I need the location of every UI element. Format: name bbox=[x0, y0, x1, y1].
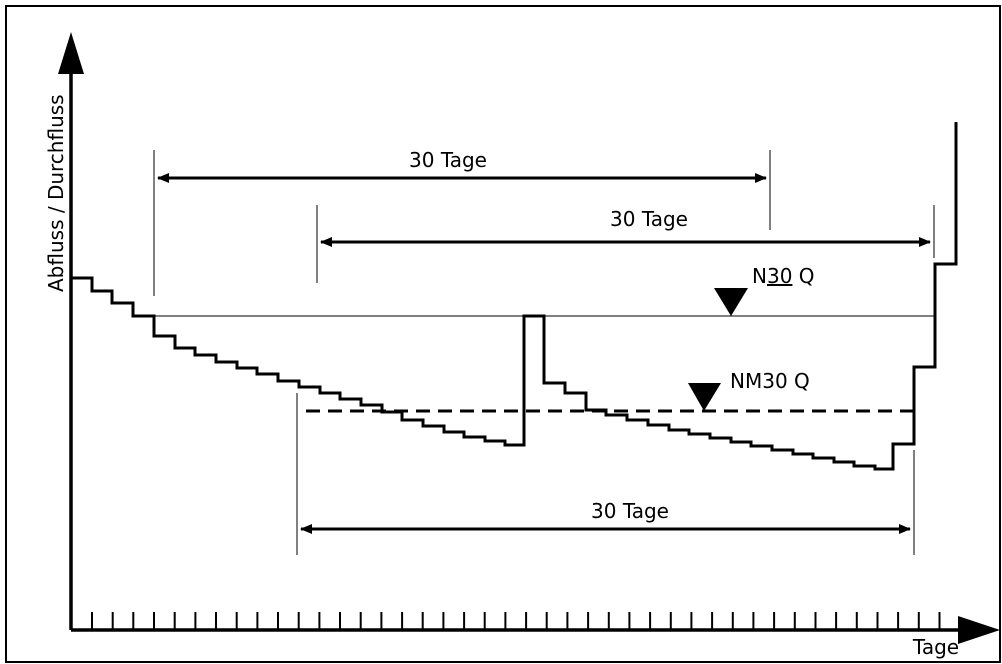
diagram-frame bbox=[5, 5, 1001, 663]
n30q-label-overbar-part: 30 bbox=[767, 264, 792, 288]
n30q-marker-triangle bbox=[714, 288, 748, 316]
y-axis-arrow bbox=[58, 32, 84, 74]
span3-label: 30 Tage bbox=[591, 499, 669, 523]
nm30q-marker-triangle bbox=[688, 383, 721, 411]
nm30q-label: NM30 Q bbox=[730, 369, 810, 393]
n30q-label-suffix: Q bbox=[792, 264, 814, 288]
span2-label: 30 Tage bbox=[610, 207, 688, 231]
span1-label: 30 Tage bbox=[409, 148, 487, 172]
hydrograph-step-curve bbox=[71, 122, 958, 471]
x-axis-label: Tage bbox=[912, 635, 959, 659]
x-axis-arrow bbox=[958, 616, 1000, 644]
n30q-label-prefix: N bbox=[752, 264, 767, 288]
y-axis-label: Abfluss / Durchfluss bbox=[44, 94, 68, 292]
x-axis-ticks bbox=[91, 612, 941, 630]
n30q-label: N30 Q bbox=[752, 264, 815, 288]
